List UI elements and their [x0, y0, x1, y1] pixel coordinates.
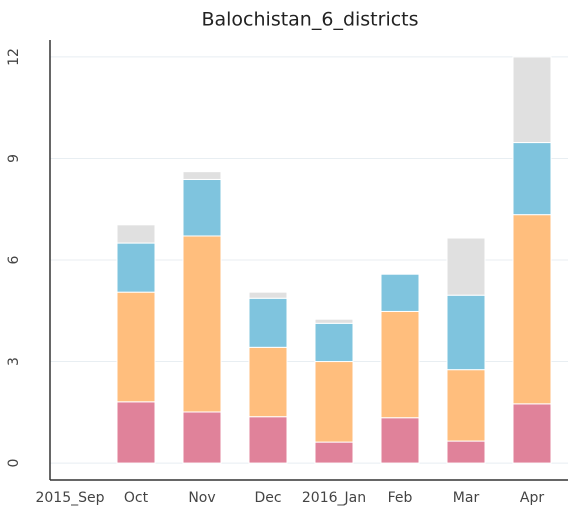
y-tick-label: 3 — [6, 357, 22, 366]
bar-segment — [314, 318, 354, 324]
bar-segment — [116, 224, 156, 244]
bar-segment — [380, 273, 420, 312]
bar-segment — [116, 401, 156, 464]
y-tick-label: 12 — [6, 48, 22, 66]
x-tick-label: 2015_Sep — [35, 490, 104, 506]
bar-segment — [248, 291, 288, 299]
y-tick-label: 0 — [6, 459, 22, 468]
bar-segment — [248, 297, 288, 348]
bar-segment — [248, 346, 288, 418]
bar-segment — [380, 417, 420, 464]
bar-segment — [512, 142, 552, 216]
x-tick-label: Mar — [453, 490, 480, 506]
bar-segment — [380, 310, 420, 419]
bar-segment — [182, 235, 222, 413]
bar-segment — [512, 214, 552, 405]
x-tick-label: Dec — [254, 490, 281, 506]
bar-segment — [248, 416, 288, 464]
bar-segment — [446, 237, 486, 296]
bar-segment — [116, 242, 156, 293]
y-tick-label: 6 — [6, 255, 22, 264]
bar-segment — [446, 369, 486, 442]
x-tick-label: Oct — [124, 490, 149, 506]
x-tick-label: 2016_Jan — [302, 490, 366, 506]
chart-title: Balochistan_6_districts — [201, 9, 418, 31]
bar-segment — [512, 403, 552, 464]
bar-segment — [314, 441, 354, 464]
y-tick-label: 9 — [6, 154, 22, 163]
bar-segment — [116, 291, 156, 403]
x-tick-label: Feb — [388, 490, 413, 506]
bar-segment — [446, 294, 486, 371]
x-tick-label: Apr — [520, 490, 544, 506]
bar-segment — [182, 178, 222, 237]
x-tick-label: Nov — [188, 490, 215, 506]
bar-segment — [314, 322, 354, 363]
bar-segment — [182, 411, 222, 464]
bar-segment — [314, 361, 354, 443]
bar-segment — [446, 440, 486, 464]
bar-segment — [512, 56, 552, 144]
bar-segment — [182, 171, 222, 180]
